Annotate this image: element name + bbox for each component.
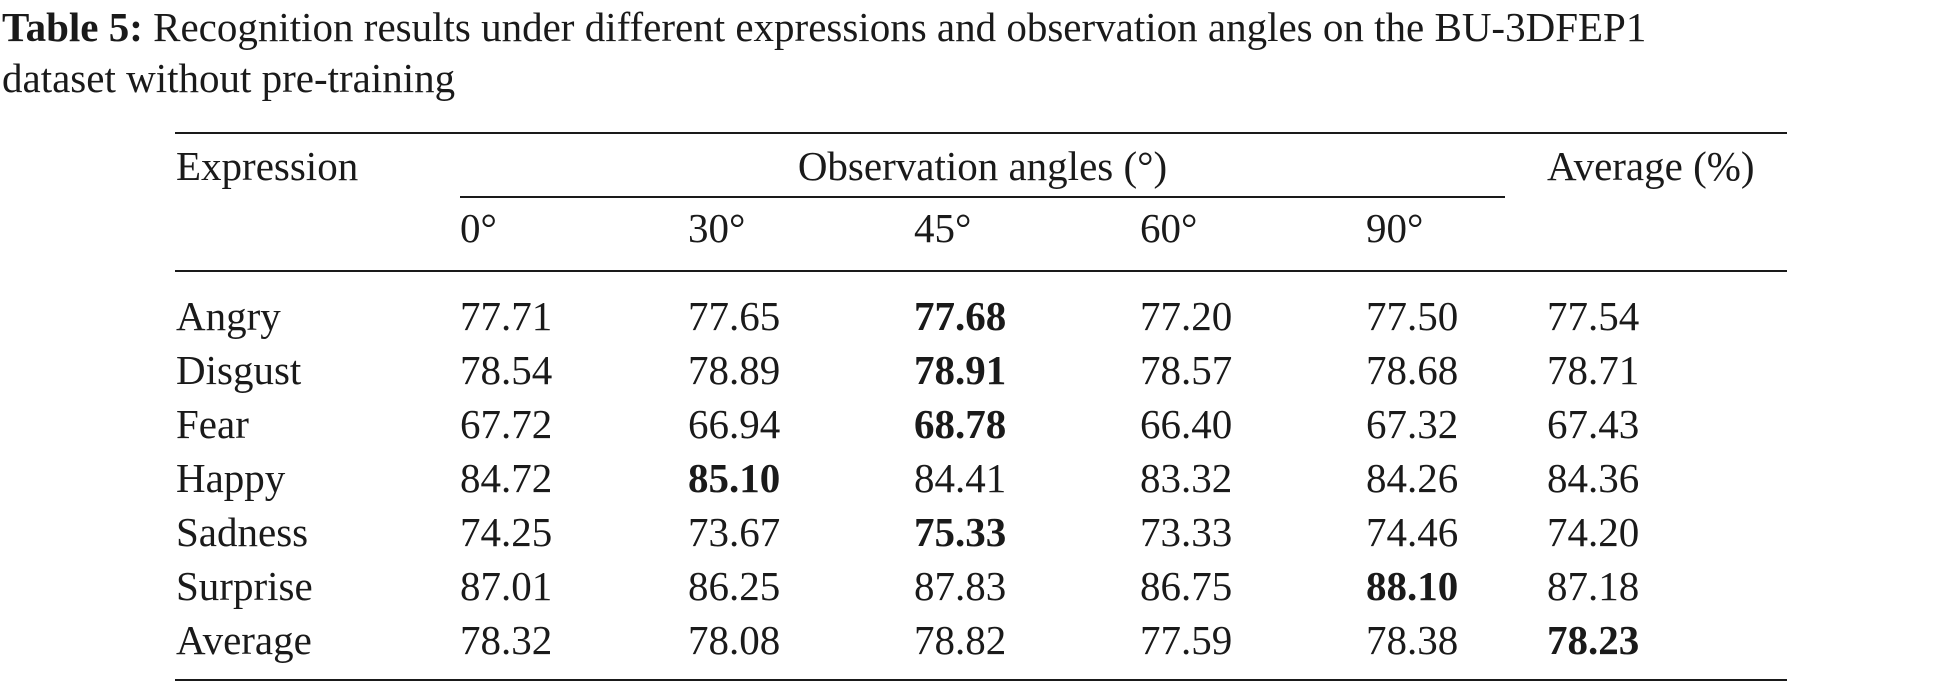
- value-cell: 66.94: [688, 401, 781, 447]
- value-cell: 78.91: [914, 347, 1007, 393]
- average-cell: 87.18: [1547, 563, 1640, 609]
- value-cell: 77.20: [1140, 293, 1233, 339]
- bottom-rule: [175, 679, 1787, 681]
- value-cell: 68.78: [914, 401, 1007, 447]
- value-cell: 78.54: [460, 347, 553, 393]
- caption-line-1: Table 5: Recognition results under diffe…: [2, 2, 1952, 53]
- top-rule: [175, 132, 1787, 134]
- value-cell: 78.68: [1366, 347, 1459, 393]
- value-cell: 67.72: [460, 401, 553, 447]
- header-angle: 60°: [1140, 205, 1198, 251]
- value-cell: 78.08: [688, 617, 781, 663]
- header-expression: Expression: [176, 143, 359, 189]
- header-angle: 90°: [1366, 205, 1424, 251]
- value-cell: 87.01: [460, 563, 553, 609]
- value-cell: 84.72: [460, 455, 553, 501]
- row-label: Surprise: [176, 563, 313, 609]
- header-angle: 0°: [460, 205, 497, 251]
- value-cell: 84.26: [1366, 455, 1459, 501]
- caption-text: Recognition results under different expr…: [153, 4, 1647, 50]
- value-cell: 86.75: [1140, 563, 1233, 609]
- row-label: Angry: [176, 293, 281, 339]
- value-cell: 77.68: [914, 293, 1007, 339]
- value-cell: 78.89: [688, 347, 781, 393]
- caption-line-2: dataset without pre-training: [2, 55, 456, 101]
- average-cell: 74.20: [1547, 509, 1640, 555]
- value-cell: 86.25: [688, 563, 781, 609]
- row-label: Average: [176, 617, 312, 663]
- group-rule: [460, 196, 1505, 198]
- value-cell: 88.10: [1366, 563, 1459, 609]
- value-cell: 77.59: [1140, 617, 1233, 663]
- value-cell: 67.32: [1366, 401, 1459, 447]
- value-cell: 85.10: [688, 455, 781, 501]
- value-cell: 83.32: [1140, 455, 1233, 501]
- row-label: Happy: [176, 455, 286, 501]
- value-cell: 78.57: [1140, 347, 1233, 393]
- value-cell: 77.71: [460, 293, 553, 339]
- average-cell: 67.43: [1547, 401, 1640, 447]
- table-caption: Table 5: Recognition results under diffe…: [2, 2, 1952, 104]
- value-cell: 78.82: [914, 617, 1007, 663]
- value-cell: 84.41: [914, 455, 1007, 501]
- value-cell: 87.83: [914, 563, 1007, 609]
- header-average: Average (%): [1547, 143, 1755, 189]
- row-label: Sadness: [176, 509, 309, 555]
- value-cell: 73.33: [1140, 509, 1233, 555]
- row-label: Fear: [176, 401, 249, 447]
- value-cell: 77.65: [688, 293, 781, 339]
- caption-label: Table 5:: [2, 4, 143, 50]
- value-cell: 74.25: [460, 509, 553, 555]
- header-angle: 45°: [914, 205, 972, 251]
- value-cell: 78.38: [1366, 617, 1459, 663]
- average-cell: 84.36: [1547, 455, 1640, 501]
- header-observation-angles: Observation angles (°): [797, 143, 1168, 189]
- average-cell: 77.54: [1547, 293, 1640, 339]
- header-rule: [175, 270, 1787, 272]
- average-cell: 78.71: [1547, 347, 1640, 393]
- value-cell: 73.67: [688, 509, 781, 555]
- value-cell: 78.32: [460, 617, 553, 663]
- header-angle: 30°: [688, 205, 746, 251]
- row-label: Disgust: [176, 347, 302, 393]
- value-cell: 66.40: [1140, 401, 1233, 447]
- value-cell: 74.46: [1366, 509, 1459, 555]
- average-cell: 78.23: [1547, 617, 1640, 663]
- value-cell: 77.50: [1366, 293, 1459, 339]
- value-cell: 75.33: [914, 509, 1007, 555]
